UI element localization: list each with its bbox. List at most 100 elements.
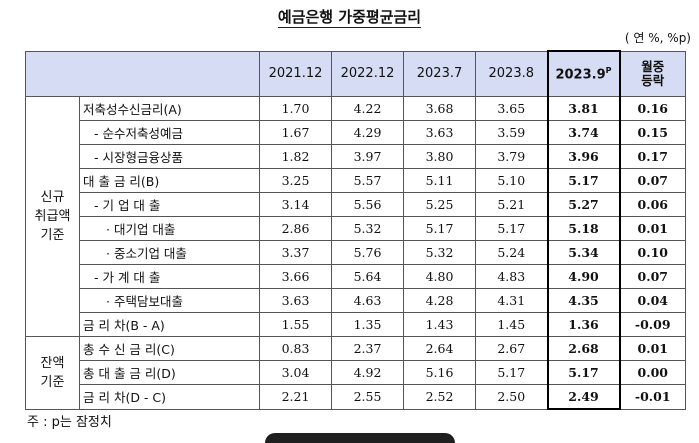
cell-value: 2.50 <box>475 384 548 410</box>
row-label: 총 대 출 금 리(D) <box>79 360 260 385</box>
cell-value: 4.22 <box>331 96 404 121</box>
footnote: 주 : p는 잠정치 <box>27 415 112 430</box>
cell-change: 0.06 <box>619 192 686 217</box>
row-label: - 순수저축성예금 <box>79 120 260 145</box>
cell-value: 3.80 <box>403 144 476 169</box>
header-period: 2023.8 <box>475 50 548 97</box>
cell-change: 0.07 <box>619 168 686 193</box>
table-row: 금 리 차(B - A) 1.55 1.35 1.43 1.45 1.36 -0… <box>26 312 686 337</box>
unit-label: ( 연 %, %p) <box>624 31 691 45</box>
cell-value: 4.29 <box>331 120 404 145</box>
cell-latest: 5.18 <box>546 216 621 241</box>
row-label: 금 리 차(B - A) <box>79 312 260 337</box>
header-monthly-change: 월중 등락 <box>619 50 686 97</box>
cell-latest: 5.34 <box>546 240 621 265</box>
row-label: 저축성수신금리(A) <box>79 96 260 121</box>
table-row: - 순수저축성예금 1.67 4.29 3.63 3.59 3.74 0.15 <box>26 120 686 145</box>
cell-value: 5.25 <box>403 192 476 217</box>
row-label: - 시장형금융상품 <box>79 144 260 169</box>
cell-value: 3.79 <box>475 144 548 169</box>
table-row: - 시장형금융상품 1.82 3.97 3.80 3.79 3.96 0.17 <box>26 144 686 169</box>
cell-value: 5.24 <box>475 240 548 265</box>
cell-value: 5.57 <box>331 168 404 193</box>
cell-value: 0.83 <box>259 336 332 361</box>
cell-value: 4.31 <box>475 288 548 313</box>
cell-change: -0.01 <box>619 384 686 410</box>
cell-value: 5.10 <box>475 168 548 193</box>
cell-value: 1.43 <box>403 312 476 337</box>
header-period: 2022.12 <box>331 50 404 97</box>
group-label-balance: 잔액 기준 <box>25 336 80 410</box>
row-label: · 중소기업 대출 <box>79 240 260 265</box>
row-label: · 대기업 대출 <box>79 216 260 241</box>
cell-value: 3.97 <box>331 144 404 169</box>
cell-value: 4.80 <box>403 264 476 289</box>
table-row: 신규 취급액 기준 저축성수신금리(A) 1.70 4.22 3.68 3.65 3… <box>25 96 686 337</box>
cell-value: 1.35 <box>331 312 404 337</box>
header-period: 2023.7 <box>403 50 476 97</box>
cell-value: 5.32 <box>403 240 476 265</box>
cell-value: 4.63 <box>331 288 404 313</box>
row-label: · 주택담보대출 <box>79 288 260 313</box>
bottom-tab-bar <box>265 433 455 443</box>
header-blank <box>25 50 260 97</box>
cell-value: 4.83 <box>475 264 548 289</box>
row-label: 금 리 차(D - C) <box>79 384 260 410</box>
table-row: - 가 계 대 출 3.66 5.64 4.80 4.83 4.90 0.07 <box>26 264 686 289</box>
table-row: · 주택담보대출 3.63 4.63 4.28 4.31 4.35 0.04 <box>26 288 686 313</box>
cell-value: 1.82 <box>259 144 332 169</box>
cell-value: 3.68 <box>403 96 476 121</box>
table-row: 금 리 차(D - C) 2.21 2.55 2.52 2.50 2.49 -0… <box>26 384 686 410</box>
cell-value: 2.37 <box>331 336 404 361</box>
cell-value: 3.59 <box>475 120 548 145</box>
header-period: 2021.12 <box>259 50 332 97</box>
cell-value: 3.37 <box>259 240 332 265</box>
cell-value: 4.92 <box>331 360 404 385</box>
row-label: 총 수 신 금 리(C) <box>79 336 260 361</box>
cell-latest: 2.68 <box>546 336 621 361</box>
row-label: - 가 계 대 출 <box>79 264 260 289</box>
cell-latest: 3.81 <box>546 96 621 121</box>
cell-latest: 5.27 <box>546 192 621 217</box>
group-label-new: 신규 취급액 기준 <box>25 96 80 337</box>
header-latest-period: 2023.9P <box>546 50 621 97</box>
cell-value: 2.55 <box>331 384 404 410</box>
cell-change: 0.17 <box>619 144 686 169</box>
cell-value: 3.14 <box>259 192 332 217</box>
cell-value: 3.04 <box>259 360 332 385</box>
cell-latest: 4.35 <box>546 288 621 313</box>
cell-value: 3.63 <box>403 120 476 145</box>
cell-latest: 5.17 <box>546 168 621 193</box>
cell-change: 0.16 <box>619 96 686 121</box>
cell-change: 0.15 <box>619 120 686 145</box>
cell-latest: 1.36 <box>546 312 621 337</box>
cell-value: 2.64 <box>403 336 476 361</box>
cell-latest: 2.49 <box>546 384 621 410</box>
table-row: - 기 업 대 출 3.14 5.56 5.25 5.21 5.27 0.06 <box>26 192 686 217</box>
interest-rate-table: 2021.12 2022.12 2023.7 2023.8 2023.9P 월중… <box>25 50 686 410</box>
cell-value: 5.11 <box>403 168 476 193</box>
table-row: · 중소기업 대출 3.37 5.76 5.32 5.24 5.34 0.10 <box>26 240 686 265</box>
cell-value: 5.56 <box>331 192 404 217</box>
cell-value: 5.21 <box>475 192 548 217</box>
cell-value: 1.67 <box>259 120 332 145</box>
cell-value: 5.17 <box>403 216 476 241</box>
cell-change: 0.07 <box>619 264 686 289</box>
cell-value: 2.67 <box>475 336 548 361</box>
cell-change: -0.09 <box>619 312 686 337</box>
cell-change: 0.01 <box>619 336 686 361</box>
cell-change: 0.00 <box>619 360 686 385</box>
cell-change: 0.01 <box>619 216 686 241</box>
cell-value: 3.63 <box>259 288 332 313</box>
cell-value: 5.17 <box>475 216 548 241</box>
cell-value: 3.66 <box>259 264 332 289</box>
cell-value: 5.16 <box>403 360 476 385</box>
table-row: 대 출 금 리(B) 3.25 5.57 5.11 5.10 5.17 0.07 <box>26 168 686 193</box>
row-label: - 기 업 대 출 <box>79 192 260 217</box>
cell-value: 2.52 <box>403 384 476 410</box>
cell-latest: 3.74 <box>546 120 621 145</box>
cell-value: 5.32 <box>331 216 404 241</box>
cell-value: 1.70 <box>259 96 332 121</box>
cell-value: 5.17 <box>475 360 548 385</box>
row-label: 대 출 금 리(B) <box>79 168 260 193</box>
